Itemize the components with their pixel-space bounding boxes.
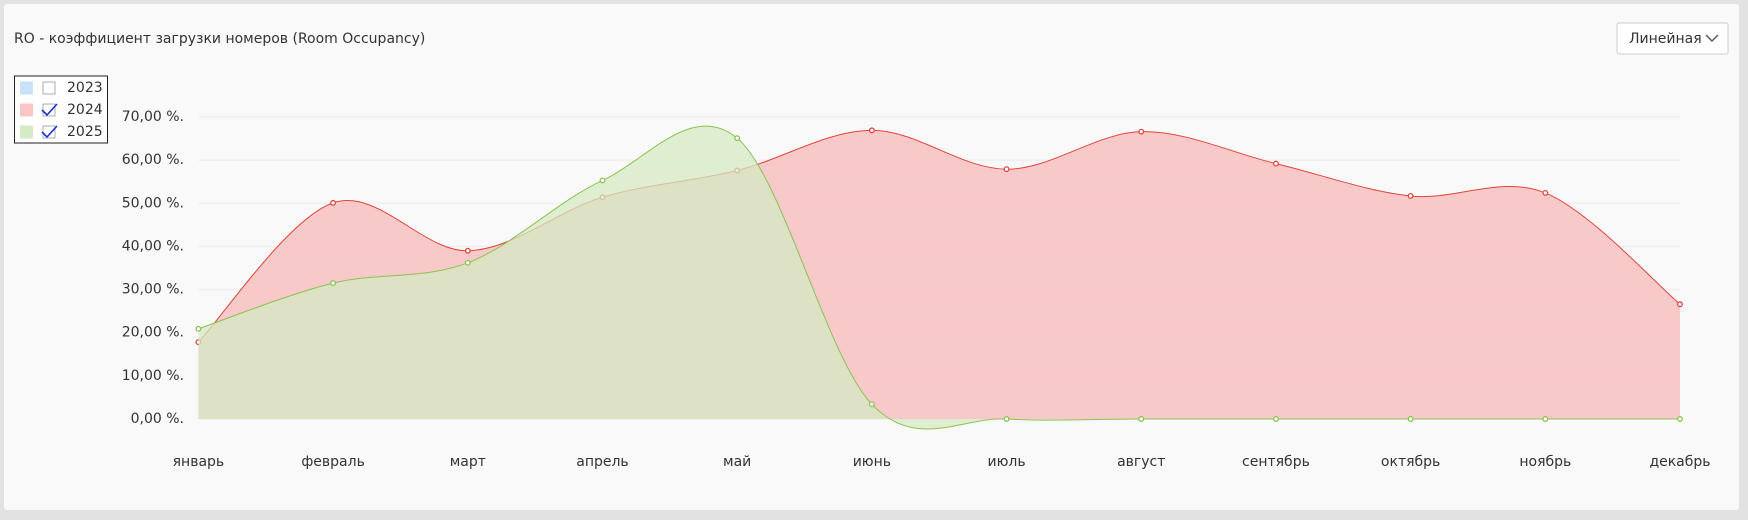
legend-item[interactable]: 2023 [20,80,103,96]
legend-check [41,103,58,117]
legend: 2023 2024 2025 [20,80,103,140]
legend-item[interactable]: 2024 [20,102,103,118]
point [330,280,337,287]
point [599,177,606,184]
y-tick-label: 40,00 %. [122,238,184,254]
x-tick-label: декабрь [1649,454,1710,470]
dropdown-label[interactable]: Линейная [1629,31,1702,47]
x-tick-label: сентябрь [1242,454,1310,470]
y-tick-label: 20,00 %. [122,325,184,341]
legend-swatch [20,81,33,95]
x-tick-label: март [450,454,486,470]
point [195,325,202,332]
x-tick-label: апрель [576,454,628,470]
dropdown-arrow[interactable] [1705,34,1719,42]
x-tick-label: июнь [853,454,891,470]
point [1677,301,1683,308]
point [464,247,471,254]
point [464,259,471,266]
point [1138,416,1145,422]
y-tick-label: 50,00 %. [122,195,184,211]
legend-check [41,125,58,139]
y-tick-label: 10,00 %. [122,368,184,384]
legend-label: 2023 [67,80,103,96]
point [868,127,875,134]
x-tick-label: январь [173,454,225,470]
y-tick-label: 0,00 %. [131,411,184,427]
x-tick-label: ноябрь [1519,454,1571,470]
point [1677,416,1683,422]
point [1272,160,1279,167]
y-tick-label: 70,00 %. [122,109,184,125]
point [1542,189,1549,196]
y-tick-label: 30,00 %. [122,282,184,298]
x-tick-label: август [1117,454,1165,470]
point [1003,166,1010,173]
point [1003,416,1010,422]
y-tick-label: 60,00 %. [122,152,184,168]
x-tick-label: октябрь [1381,454,1440,470]
dropdown[interactable]: Линейная [1616,22,1729,55]
legend-item[interactable]: 2025 [20,124,103,140]
x-tick-label: май [723,454,751,470]
line [198,129,1681,343]
point [734,135,741,142]
area [198,126,1680,430]
point [1138,128,1145,135]
legend-label: 2025 [67,124,103,140]
point [1542,416,1549,422]
point [1272,416,1279,422]
point [330,199,337,206]
legend-checkbox[interactable] [42,125,56,139]
point [1407,416,1414,422]
dropdown-box[interactable] [1616,22,1729,55]
legend-swatch [20,103,33,117]
chart-title: RO - коэффициент загрузки номеров (Room … [14,31,425,47]
point [868,401,875,408]
x-tick-label: февраль [301,454,365,470]
x-tick-label: июль [987,454,1025,470]
legend-label: 2024 [67,102,103,118]
point [1407,193,1414,199]
legend-checkbox[interactable] [42,103,56,117]
legend-checkbox[interactable] [42,81,56,95]
legend-swatch [20,125,33,139]
